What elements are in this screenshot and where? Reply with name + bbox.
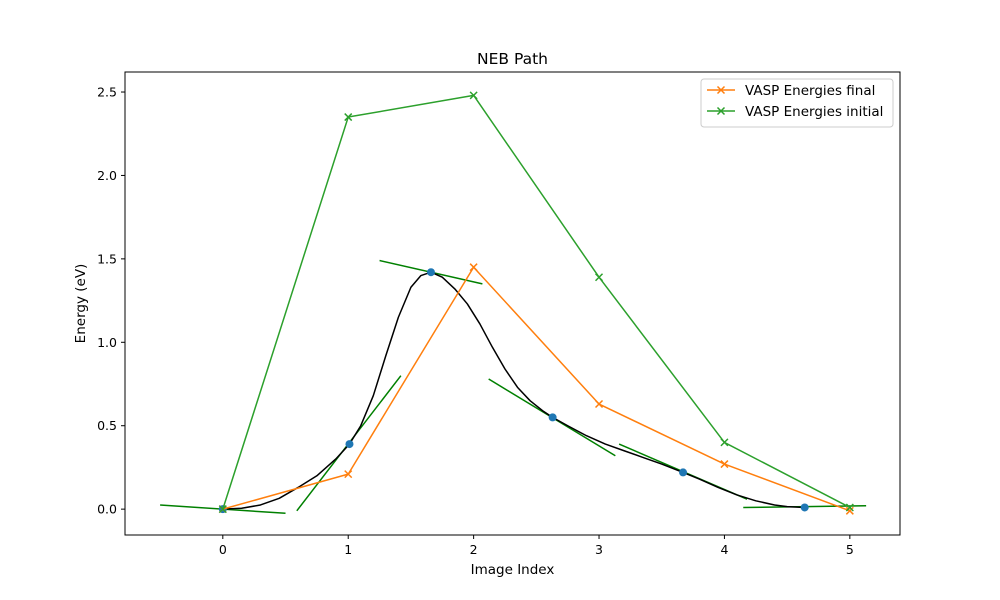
- neb-point-4: [679, 468, 688, 477]
- series-marker-final-2: [469, 263, 478, 272]
- neb-point-5: [800, 503, 809, 512]
- series-line-initial: [222, 94, 851, 510]
- legend-label-initial: VASP Energies initial: [745, 104, 883, 120]
- neb-point-2: [426, 268, 435, 277]
- series-marker-initial-4: [720, 438, 729, 447]
- x-tick-label-1: 1: [344, 542, 352, 557]
- axes-frame: [124, 71, 901, 536]
- y-tick-label-0: 0.0: [97, 502, 117, 517]
- legend-marker-final: [716, 85, 726, 95]
- series-marker-initial-2: [469, 91, 478, 100]
- legend-marker-initial: [716, 106, 726, 116]
- x-tick-label-0: 0: [219, 542, 227, 557]
- axis-ticks: 0 1 2 3 4 5 0.0 0.5 1.0 1.5 2.0 2.5: [97, 85, 854, 557]
- x-axis-label: Image Index: [471, 562, 555, 578]
- series-marker-initial-1: [344, 113, 353, 122]
- legend-box: [700, 78, 894, 128]
- x-tick-label-2: 2: [470, 542, 478, 557]
- y-tick-label-1: 0.5: [97, 418, 117, 433]
- series-marker-final-3: [594, 399, 604, 409]
- series-marker-initial-3: [594, 273, 604, 282]
- series-marker-final-1: [344, 470, 353, 479]
- y-tick-label-4: 2.0: [97, 168, 117, 183]
- y-tick-label-2: 1.0: [97, 335, 117, 350]
- x-tick-label-4: 4: [720, 542, 728, 557]
- neb-point-1: [345, 440, 354, 449]
- chart-title: NEB Path: [477, 50, 548, 68]
- legend-label-final: VASP Energies final: [745, 83, 875, 99]
- series-marker-final-4: [720, 460, 729, 469]
- y-tick-label-3: 1.5: [97, 251, 117, 266]
- spline-curve: [222, 271, 805, 510]
- series-marker-initial-0: [218, 505, 227, 514]
- x-tick-label-3: 3: [595, 542, 603, 557]
- series-marker-initial-5: [845, 503, 854, 512]
- legend: VASP Energies final VASP Energies initia…: [700, 78, 894, 128]
- series-line-final: [222, 266, 851, 512]
- y-axis-label: Energy (eV): [73, 264, 89, 344]
- series-marker-final-5: [845, 506, 854, 515]
- y-tick-label-5: 2.5: [97, 85, 117, 100]
- neb-point-3: [548, 413, 557, 422]
- plot-area: [160, 91, 867, 515]
- x-tick-label-5: 5: [846, 542, 854, 557]
